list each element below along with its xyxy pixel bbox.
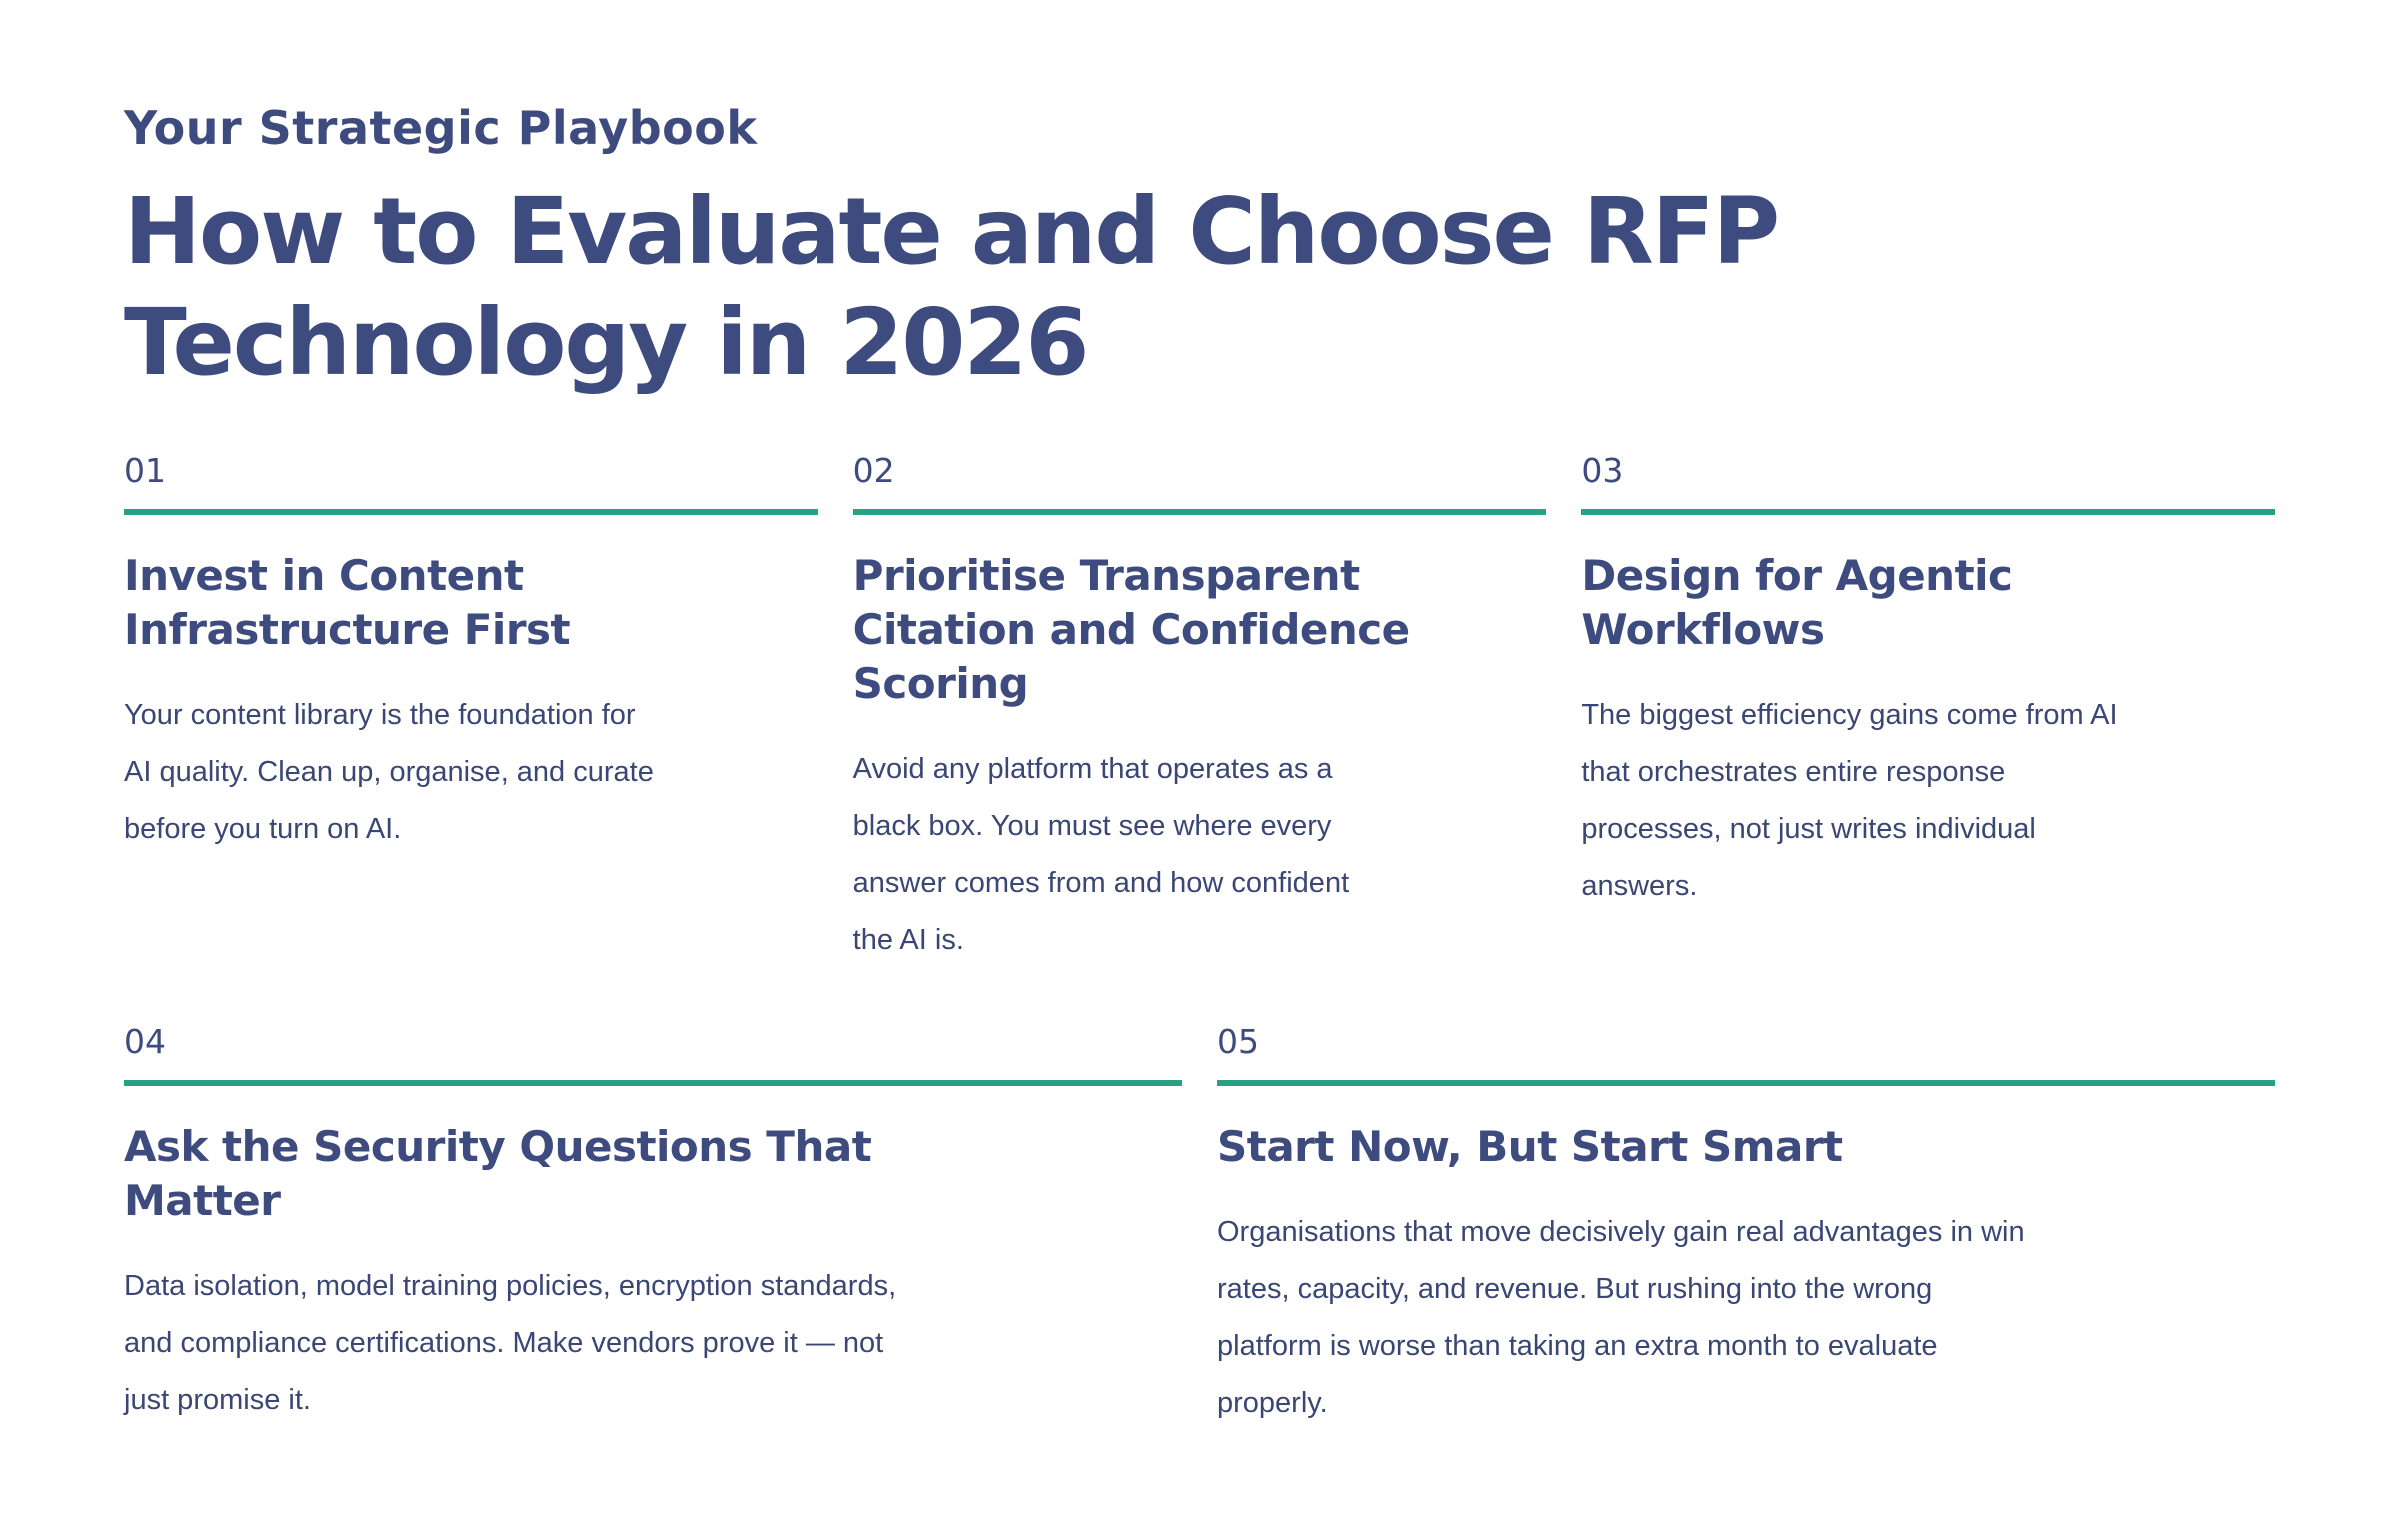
playbook-item-01: 01 Invest in Content Infrastructure Firs… <box>124 454 818 969</box>
item-body: Avoid any platform that operates as a bl… <box>852 753 1350 956</box>
accent-rule <box>124 509 818 515</box>
item-heading: Start Now, But Start Smart <box>1217 1122 1843 1171</box>
item-number: 03 <box>1581 451 1624 490</box>
item-body: The biggest efficiency gains come from A… <box>1581 699 2118 902</box>
page: Your Strategic Playbook How to Evaluate … <box>124 101 2275 1432</box>
playbook-item-02: 02 Prioritise Transparent Citation and C… <box>852 451 1547 969</box>
accent-rule <box>852 509 1547 515</box>
playbook-grid-row-2: 04 Ask the Security Questions That Matte… <box>124 1025 2275 1432</box>
item-number: 01 <box>124 451 166 490</box>
item-number: 04 <box>124 1022 166 1061</box>
playbook-item-04: 04 Ask the Security Questions That Matte… <box>124 1025 1182 1432</box>
playbook-grid-row-1: 01 Invest in Content Infrastructure Firs… <box>124 454 2275 969</box>
item-number: 05 <box>1217 1022 1259 1061</box>
accent-rule <box>1217 1080 2275 1086</box>
page-title: How to Evaluate and Choose RFP Technolog… <box>124 178 1780 396</box>
playbook-item-05: 05 Start Now, But Start Smart Organisati… <box>1217 1025 2275 1432</box>
playbook-item-03: 03 Design for Agentic Workflows The bigg… <box>1581 454 2275 969</box>
item-heading: Prioritise Transparent Citation and Conf… <box>852 551 1410 708</box>
accent-rule <box>1581 509 2275 515</box>
eyebrow-label: Your Strategic Playbook <box>124 101 758 155</box>
item-number: 02 <box>852 451 895 490</box>
item-heading: Design for Agentic Workflows <box>1581 551 2013 654</box>
item-heading: Invest in Content Infrastructure First <box>124 551 571 654</box>
item-body: Data isolation, model training policies,… <box>124 1270 897 1416</box>
item-heading: Ask the Security Questions That Matter <box>124 1122 872 1225</box>
item-body: Organisations that move decisively gain … <box>1217 1216 2025 1419</box>
item-body: Your content library is the foundation f… <box>124 699 654 845</box>
accent-rule <box>124 1080 1182 1086</box>
